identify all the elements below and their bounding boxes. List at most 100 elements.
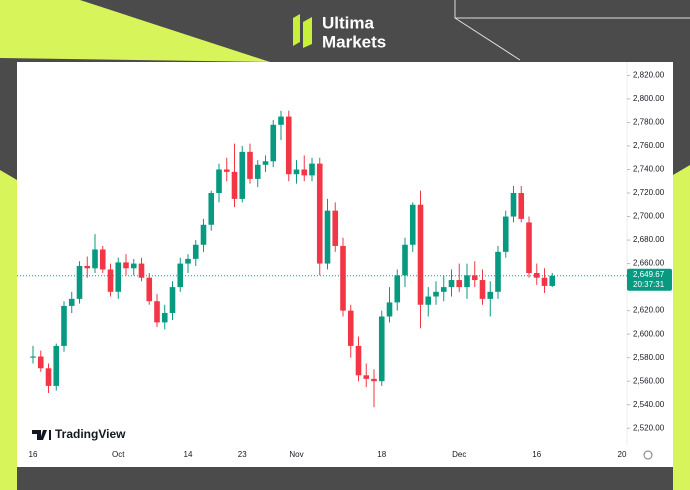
y-tick-label: 2,680.00	[633, 235, 665, 244]
x-tick-label: 23	[238, 450, 247, 459]
candle-body	[510, 193, 517, 217]
last-price-box	[627, 268, 672, 291]
accent-stripe	[0, 170, 17, 490]
candle-body	[154, 301, 160, 323]
x-tick-label: 18	[377, 450, 386, 459]
candle-body	[130, 263, 137, 269]
candle-body	[45, 368, 52, 386]
x-tick-label: 16	[532, 450, 541, 459]
candle-body	[84, 265, 91, 269]
y-tick-label: 2,560.00	[633, 376, 665, 385]
candle-body	[161, 312, 168, 323]
candle-body	[68, 298, 75, 306]
x-tick-label: Oct	[112, 450, 125, 459]
candle-body	[363, 375, 370, 379]
candle-body	[471, 275, 478, 281]
candle-body	[309, 163, 315, 176]
watermark: TradingView	[32, 427, 126, 441]
candle-body	[518, 193, 525, 219]
candle-body	[239, 151, 246, 199]
candle-body	[340, 245, 346, 311]
candle-body	[223, 169, 230, 172]
candle-body	[440, 287, 447, 292]
candle-body	[115, 262, 122, 292]
candle-body	[301, 169, 308, 176]
candle-body	[456, 280, 463, 288]
candle-body	[37, 356, 44, 369]
x-tick-label: 20	[618, 450, 627, 459]
y-tick-label: 2,760.00	[633, 141, 665, 150]
candle-body	[417, 204, 424, 305]
candle-body	[247, 151, 253, 179]
candle-body	[394, 275, 401, 303]
x-tick-label: Nov	[289, 450, 303, 459]
y-tick-label: 2,580.00	[633, 353, 665, 362]
candle-body	[200, 224, 207, 245]
y-tick-label: 2,780.00	[633, 118, 665, 127]
y-tick-label: 2,740.00	[633, 165, 665, 174]
last-price-label: 2,649.67	[633, 270, 665, 279]
brand-name: Markets	[322, 32, 386, 51]
y-tick-label: 2,720.00	[633, 188, 665, 197]
candle-body	[177, 263, 184, 288]
candle-body	[526, 222, 532, 273]
candle-body	[448, 280, 455, 288]
candle-body	[316, 163, 323, 264]
candle-body	[541, 277, 548, 286]
accent-stripe	[0, 0, 270, 62]
candle-body	[254, 164, 261, 179]
candle-body	[479, 280, 486, 299]
y-tick-label: 2,660.00	[633, 259, 665, 268]
candle-body	[324, 210, 331, 264]
candle-body	[76, 265, 83, 299]
candle-body	[92, 249, 98, 269]
candle-body	[30, 356, 36, 358]
candle-body	[495, 251, 501, 292]
x-tick-label: 16	[29, 450, 38, 459]
x-tick-label: 14	[184, 450, 193, 459]
y-tick-label: 2,540.00	[633, 400, 665, 409]
accent-stripe	[673, 165, 690, 490]
candle-body	[53, 345, 60, 386]
candle-body	[378, 316, 385, 382]
candle-body	[146, 277, 153, 302]
candle-body	[386, 302, 393, 317]
watermark-text: TradingView	[55, 427, 126, 441]
candle-body	[270, 124, 277, 162]
candle-body	[231, 171, 238, 199]
candle-body	[123, 262, 129, 269]
brand-name: Ultima	[322, 13, 375, 32]
y-tick-label: 2,700.00	[633, 212, 665, 221]
countdown-label: 20:37:31	[633, 280, 665, 289]
y-tick-label: 2,620.00	[633, 306, 665, 315]
candle-body	[487, 291, 494, 299]
candle-body	[278, 116, 284, 125]
candle-body	[347, 310, 354, 346]
candle-body	[425, 296, 432, 305]
candle-body	[99, 249, 106, 270]
candle-body	[216, 169, 222, 194]
settings-icon[interactable]	[643, 450, 653, 460]
candle-body	[285, 116, 292, 175]
candle-body	[402, 244, 408, 276]
candle-body	[262, 161, 269, 165]
candle-body	[355, 345, 362, 376]
candle-body	[107, 269, 114, 292]
logo: Ultima Markets	[293, 13, 386, 51]
candle-body	[549, 275, 556, 286]
candle-body	[61, 305, 67, 346]
candle-body	[138, 263, 145, 278]
candle-body	[185, 258, 191, 264]
candle-body	[293, 169, 300, 175]
candle-body	[502, 216, 509, 252]
y-tick-label: 2,520.00	[633, 423, 665, 432]
candle-body	[169, 287, 176, 313]
candle-body	[433, 291, 439, 297]
candle-body	[371, 378, 377, 382]
y-tick-label: 2,800.00	[633, 94, 665, 103]
candle-body	[208, 193, 215, 225]
candle-body	[409, 204, 416, 245]
candle-body	[192, 244, 199, 259]
